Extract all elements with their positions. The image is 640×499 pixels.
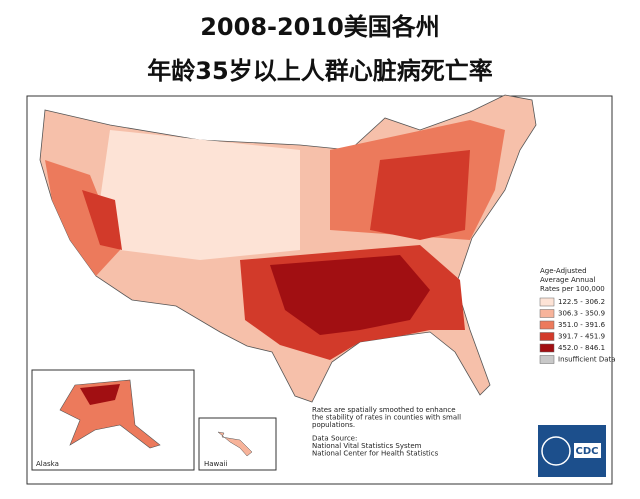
hawaii-map — [217, 431, 253, 457]
title-line: 年龄35岁以上人群心脏病死亡率 — [147, 57, 492, 85]
inset-label: Alaska — [36, 460, 59, 468]
source-line: Data Source: — [312, 435, 357, 443]
map-region — [370, 150, 470, 240]
note-line: Rates are spatially smoothed to enhance — [312, 406, 456, 414]
map-region — [82, 190, 122, 250]
legend-swatch — [539, 343, 555, 353]
legend-swatch — [539, 332, 555, 341]
title-line: 2008-2010美国各州 — [200, 13, 440, 41]
legend-label: 391.7 - 451.9 — [558, 333, 605, 341]
legend-title: Age-Adjusted — [540, 267, 587, 275]
note-line: the stability of rates in counties with … — [312, 414, 461, 422]
map-region — [80, 384, 120, 405]
map-frame — [26, 95, 613, 485]
inset-label: Hawaii — [204, 460, 228, 468]
legend-title: Average Annual — [540, 276, 595, 284]
legend-label: 351.0 - 391.6 — [558, 321, 606, 329]
logo-emblem — [541, 436, 571, 466]
source-line: National Vital Statistics System — [312, 442, 422, 450]
legend-label: 122.5 - 306.2 — [558, 298, 605, 306]
notes: Rates are spatially smoothed to enhancet… — [312, 406, 461, 458]
logo-text: CDC — [576, 446, 599, 457]
source-line: National Center for Health Statistics — [312, 450, 439, 458]
legend-label: 452.0 - 846.1 — [558, 344, 605, 352]
legend-swatch — [539, 320, 555, 330]
alaska-map — [59, 379, 161, 449]
legend-swatch — [539, 297, 555, 307]
map-region — [100, 130, 300, 260]
legend-swatch — [539, 355, 555, 364]
legend-label: Insufficient Data — [558, 356, 616, 364]
map-region — [270, 255, 430, 335]
legend-swatch — [539, 309, 555, 318]
legend-title: Rates per 100,000 — [540, 285, 605, 293]
logo-box — [574, 443, 601, 458]
note-line: populations. — [312, 421, 355, 429]
map-region — [45, 160, 120, 276]
legend-label: 306.3 - 350.9 — [558, 310, 605, 318]
